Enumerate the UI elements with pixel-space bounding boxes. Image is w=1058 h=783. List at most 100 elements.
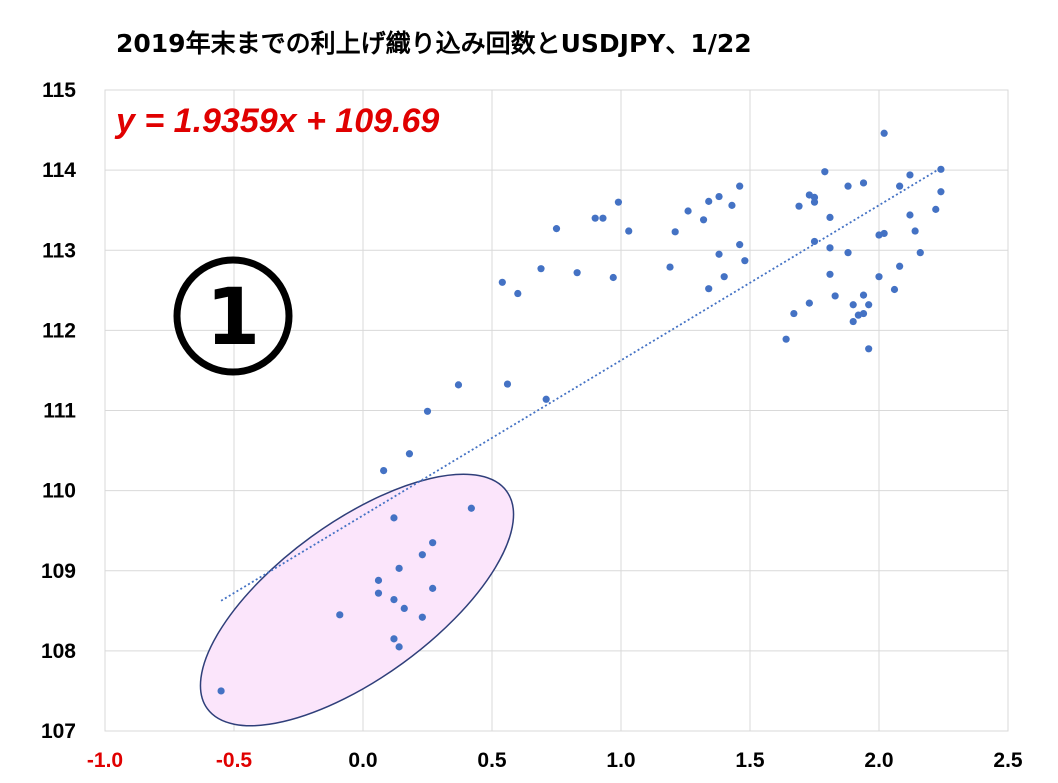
data-point <box>906 171 914 179</box>
data-point <box>844 182 852 190</box>
data-point <box>614 198 623 206</box>
y-tick-label: 112 <box>42 319 76 342</box>
x-tick-label: -0.5 <box>216 749 253 772</box>
x-tick-label: 1.5 <box>735 749 765 772</box>
x-tick-label: -1.0 <box>87 749 123 772</box>
x-tick-label: 1.0 <box>606 749 635 772</box>
data-point <box>599 214 607 222</box>
data-point <box>932 205 940 213</box>
data-point <box>423 407 432 415</box>
data-point <box>805 299 813 307</box>
x-tick-label: 2.5 <box>993 749 1023 772</box>
data-point <box>849 301 857 309</box>
data-point <box>429 539 437 547</box>
chart-title: 2019年末までの利上げ織り込み回数とUSDJPY、1/22 <box>116 29 752 58</box>
marker-label: 1 <box>206 273 260 363</box>
data-point <box>418 551 426 559</box>
data-point <box>890 285 899 294</box>
data-point <box>390 635 398 643</box>
y-tick-label: 107 <box>41 720 76 743</box>
data-point <box>937 165 945 173</box>
y-tick-label: 110 <box>42 480 76 503</box>
trendline-equation: y = 1.9359x + 109.69 <box>114 102 439 140</box>
data-point <box>395 564 403 572</box>
data-point <box>591 214 599 222</box>
data-point <box>826 270 834 278</box>
data-point <box>217 687 225 695</box>
y-tick-label: 111 <box>43 400 76 423</box>
data-point <box>625 227 633 235</box>
x-tick-label: 0.0 <box>348 749 377 772</box>
data-point <box>699 216 708 224</box>
data-point <box>454 381 463 389</box>
data-point <box>400 604 408 613</box>
data-point <box>720 273 728 281</box>
data-point <box>875 273 883 281</box>
data-point <box>537 265 545 273</box>
trendline-group <box>220 167 942 602</box>
data-point <box>849 317 857 326</box>
data-point <box>429 584 437 592</box>
data-point <box>880 229 888 238</box>
data-point <box>896 182 904 190</box>
data-point <box>395 643 403 651</box>
data-point <box>405 450 414 458</box>
data-point <box>826 213 834 221</box>
trendline <box>220 167 942 602</box>
data-point <box>705 197 713 205</box>
highlight-ellipse <box>199 473 515 727</box>
plot-area-border <box>104 89 1009 732</box>
highlight-region <box>199 473 515 727</box>
data-point <box>880 129 888 137</box>
data-point <box>859 309 868 318</box>
data-point <box>609 273 617 282</box>
marker-circle <box>173 256 293 376</box>
data-point <box>374 589 383 597</box>
data-point <box>859 291 868 299</box>
y-axis-ticks: 107 108 109 110 111 112 113 114 115 <box>41 79 76 743</box>
data-point <box>821 168 829 176</box>
circled-number-marker: 1 <box>173 256 293 376</box>
y-tick-label: 109 <box>41 560 76 583</box>
data-point <box>573 269 581 277</box>
data-point <box>896 262 904 270</box>
data-point <box>514 289 522 298</box>
data-point <box>374 576 383 584</box>
data-point <box>715 250 723 258</box>
data-point <box>736 182 744 190</box>
data-point <box>810 198 819 206</box>
data-point <box>390 595 398 604</box>
data-point <box>937 188 945 196</box>
data-point <box>859 179 868 187</box>
data-point <box>831 292 839 300</box>
y-tick-label: 113 <box>42 239 76 262</box>
data-point <box>715 192 723 201</box>
data-point <box>705 285 713 293</box>
data-point <box>911 227 919 235</box>
data-point <box>418 613 426 621</box>
data-point <box>380 466 388 475</box>
data-point <box>906 211 914 219</box>
x-tick-label: 0.5 <box>477 749 507 772</box>
data-point <box>498 278 506 286</box>
data-point <box>865 345 873 353</box>
data-point <box>684 207 692 215</box>
data-point <box>671 228 679 236</box>
y-tick-label: 114 <box>42 159 76 182</box>
data-point <box>542 395 550 403</box>
data-point <box>503 380 512 388</box>
data-point <box>390 514 398 522</box>
data-point <box>467 504 475 512</box>
data-point <box>782 335 790 343</box>
data-point <box>795 202 803 210</box>
data-points <box>217 129 945 695</box>
y-tick-label: 115 <box>42 79 76 102</box>
data-point <box>844 249 852 257</box>
data-point <box>916 249 924 257</box>
data-point <box>826 244 834 252</box>
x-axis-ticks: -1.0 -0.5 0.0 0.5 1.0 1.5 2.0 2.5 <box>87 749 1023 772</box>
data-point <box>728 201 736 209</box>
data-point <box>810 237 819 246</box>
data-point <box>790 309 798 318</box>
